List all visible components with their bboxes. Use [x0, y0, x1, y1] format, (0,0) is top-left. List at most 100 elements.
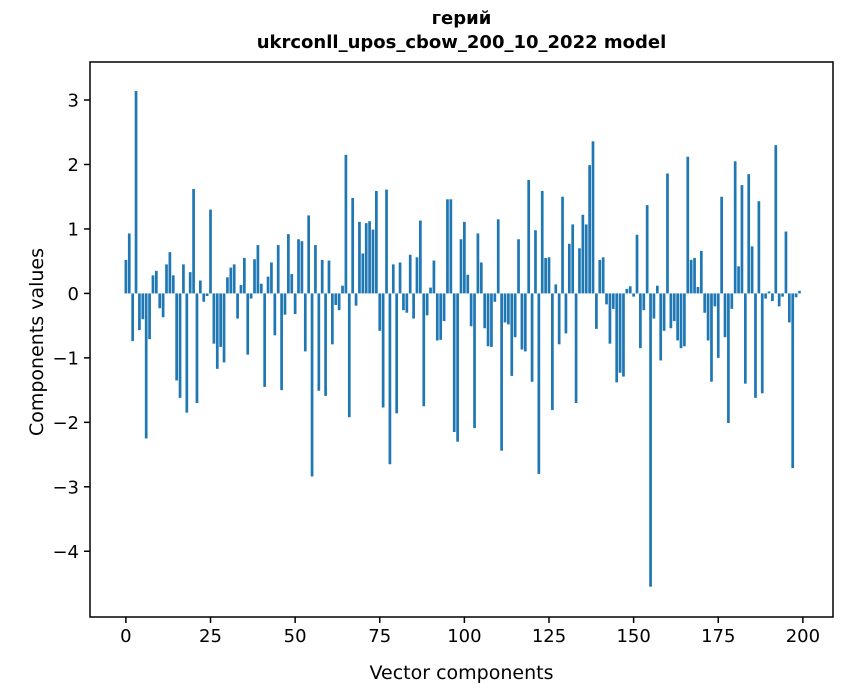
bar-161	[669, 293, 673, 329]
bar-125	[547, 257, 551, 294]
bar-85	[412, 293, 415, 319]
y-axis: 3 2 1 0 −1 −2 −3 −4	[52, 91, 90, 563]
y-tick-label: −4	[52, 542, 79, 563]
bar-36	[246, 293, 250, 355]
bar-44	[273, 293, 277, 336]
bar-111	[500, 293, 503, 451]
bar-174	[713, 293, 717, 307]
bar-11	[161, 293, 165, 318]
bar-130	[564, 293, 568, 334]
bar-3	[134, 91, 138, 294]
bar-177	[723, 293, 727, 338]
bar-10	[158, 293, 162, 309]
bar-196	[787, 293, 791, 323]
bar-175	[716, 293, 720, 358]
bar-66	[347, 293, 351, 418]
bar-74	[375, 190, 378, 294]
bar-90	[429, 287, 432, 294]
bar-7	[148, 293, 151, 340]
bar-141	[601, 257, 605, 294]
bar-18	[185, 293, 189, 413]
bar-172	[706, 293, 710, 341]
bar-171	[703, 293, 707, 313]
bar-49	[290, 274, 294, 294]
bar-50	[293, 293, 297, 315]
bar-156	[652, 293, 656, 319]
x-tick-label: 175	[701, 626, 735, 647]
x-axis-label: Vector components	[369, 662, 554, 684]
bar-182	[740, 185, 744, 294]
bar-5	[141, 293, 145, 320]
bar-25	[209, 209, 212, 294]
bar-70	[361, 253, 365, 294]
bar-75	[378, 293, 382, 331]
bar-170	[699, 250, 703, 294]
bar-151	[635, 234, 639, 294]
bar-53	[303, 293, 307, 352]
bar-9	[154, 270, 158, 294]
bar-169	[696, 286, 700, 294]
bar-27	[215, 293, 219, 369]
bar-146	[618, 293, 622, 373]
bar-157	[655, 285, 659, 294]
bar-83	[405, 293, 409, 313]
plot-area	[89, 61, 834, 618]
bar-192	[774, 145, 778, 294]
bar-88	[422, 293, 426, 407]
bar-191	[771, 293, 774, 302]
bar-150	[632, 293, 635, 297]
bar-158	[659, 293, 663, 361]
bar-52	[300, 241, 304, 294]
bar-144	[611, 293, 615, 309]
bar-162	[672, 293, 676, 322]
bar-57	[317, 293, 321, 391]
bar-154	[645, 205, 649, 294]
bar-104	[476, 233, 480, 294]
bar-98	[456, 293, 459, 442]
bar-84	[408, 254, 412, 294]
bar-19	[188, 272, 192, 294]
bar-139	[595, 293, 598, 329]
bar-115	[513, 293, 517, 338]
bar-173	[710, 293, 713, 382]
bar-129	[561, 196, 564, 294]
x-tick-label: 150	[616, 626, 650, 647]
bar-72	[368, 221, 371, 294]
bar-0	[124, 259, 128, 294]
x-tick-label: 50	[284, 626, 307, 647]
bar-180	[733, 161, 737, 294]
chart-title: герий	[431, 8, 492, 29]
y-tick-label: 1	[68, 219, 79, 240]
bar-145	[615, 293, 619, 383]
bar-110	[496, 219, 500, 294]
chart-subtitle: ukrconll_upos_cbow_200_10_2022 model	[256, 32, 667, 53]
bar-30	[226, 277, 229, 294]
bar-12	[165, 264, 168, 294]
bar-148	[625, 288, 629, 294]
bar-38	[253, 259, 256, 294]
bar-168	[693, 257, 696, 294]
bar-15	[175, 293, 179, 381]
bar-126	[551, 293, 554, 411]
bar-134	[578, 248, 581, 294]
bar-138	[591, 141, 595, 294]
bar-106	[483, 293, 487, 329]
bar-64	[341, 285, 344, 294]
bar-33	[236, 293, 239, 319]
bar-102	[469, 293, 473, 327]
bar-65	[344, 154, 348, 294]
bar-183	[743, 293, 747, 384]
bar-190	[767, 291, 771, 294]
bar-31	[229, 267, 233, 294]
x-tick-label: 0	[120, 626, 131, 647]
bar-95	[446, 199, 449, 294]
bar-34	[239, 285, 243, 294]
bar-187	[757, 201, 761, 294]
bar-140	[598, 259, 602, 294]
bar-137	[588, 165, 591, 294]
bar-40	[259, 283, 263, 294]
bar-135	[581, 214, 585, 294]
bar-105	[479, 262, 483, 294]
x-tick-label: 200	[786, 626, 820, 647]
